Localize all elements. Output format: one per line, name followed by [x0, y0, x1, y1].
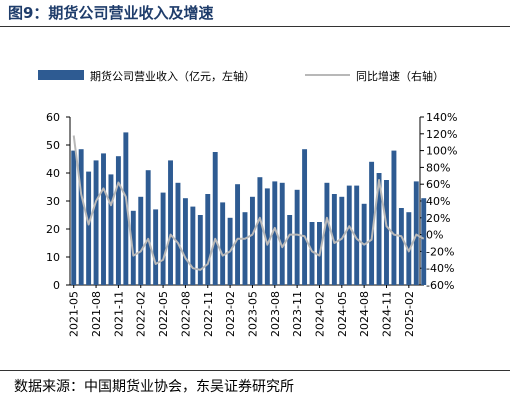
bar	[257, 177, 263, 285]
bar	[279, 182, 285, 285]
bar	[160, 192, 166, 285]
bar	[190, 206, 196, 285]
legend-line-label: 同比增速（右轴）	[356, 69, 444, 83]
bar-series	[71, 132, 427, 285]
x-axis-tick-label: 2023-02	[224, 291, 237, 337]
bar	[339, 196, 345, 285]
bar	[406, 212, 412, 285]
bar	[108, 174, 114, 285]
left-axis-tick-label: 30	[46, 195, 60, 208]
bar	[294, 189, 300, 285]
tick-labels: 0 10 20 30 40 50 60 -60% -40% -20% 0% 20% 40% 60% 80% 1…	[46, 111, 457, 337]
right-axis-tick-label: 140%	[426, 111, 457, 124]
chart: 期货公司营业收入（亿元，左轴） 同比增速（右轴） 0 10 20 30 40 50 60 -6…	[38, 69, 457, 337]
bar	[71, 150, 77, 285]
bar	[354, 185, 360, 285]
line-series	[72, 135, 425, 271]
bar	[78, 149, 84, 285]
left-axis-tick-label: 10	[46, 251, 60, 264]
bar	[182, 198, 188, 285]
x-axis-tick-label: 2024-02	[313, 291, 326, 337]
x-axis-tick-label: 2024-11	[380, 291, 393, 337]
x-axis-tick-label: 2022-08	[179, 291, 192, 337]
x-axis-tick-label: 2023-08	[269, 291, 282, 337]
bar	[421, 198, 427, 285]
bar	[123, 132, 129, 285]
x-axis-tick-label: 2022-11	[202, 291, 215, 337]
x-axis-tick-label: 2025-02	[403, 291, 416, 337]
bar	[413, 181, 419, 285]
right-axis-tick-label: 40%	[426, 195, 450, 208]
bar	[205, 194, 211, 285]
bar	[302, 149, 308, 285]
bar	[235, 184, 241, 285]
right-axis-tick-label: -20%	[426, 245, 454, 258]
left-axis-tick-label: 50	[46, 139, 60, 152]
legend-bar-label: 期货公司营业收入（亿元，左轴）	[90, 69, 255, 83]
x-axis-tick-label: 2021-08	[90, 291, 103, 337]
right-axis-tick-label: 0%	[426, 229, 443, 242]
bar	[346, 185, 352, 285]
right-axis-tick-label: 60%	[426, 178, 450, 191]
bar	[168, 160, 173, 285]
bar	[212, 152, 218, 285]
top-rule	[0, 26, 510, 27]
source-note: 数据来源：中国期货业协会，东吴证券研究所	[14, 379, 294, 395]
right-axis-tick-label: 20%	[426, 212, 450, 225]
left-axis-tick-label: 60	[46, 111, 60, 124]
bar	[391, 150, 397, 285]
x-axis-tick-label: 2021-05	[68, 291, 81, 337]
bar	[101, 153, 106, 285]
bar	[86, 171, 92, 285]
bar	[115, 156, 121, 285]
x-axis-tick-label: 2022-05	[157, 291, 170, 337]
legend-bar-swatch	[38, 70, 84, 80]
bar	[242, 212, 248, 285]
bar	[197, 215, 203, 285]
left-axis-tick-label: 20	[46, 223, 60, 236]
bar	[369, 161, 375, 285]
bar	[220, 202, 226, 285]
x-axis-tick-label: 2021-11	[112, 291, 125, 337]
bar	[324, 182, 330, 285]
right-axis-tick-label: -60%	[426, 279, 454, 292]
figure-title: 图9：期货公司营业收入及增速	[8, 4, 214, 22]
bar	[264, 188, 270, 285]
right-axis-tick-label: -40%	[426, 262, 454, 275]
bar	[384, 180, 389, 285]
bar	[145, 170, 151, 285]
bar	[153, 209, 159, 285]
x-axis-tick-label: 2023-05	[246, 291, 259, 337]
growth-line	[72, 135, 425, 271]
right-axis-tick-label: 100%	[426, 145, 457, 158]
x-axis-tick-label: 2022-02	[135, 291, 148, 337]
left-axis-tick-label: 0	[53, 279, 60, 292]
x-axis-tick-label: 2024-05	[336, 291, 349, 337]
bar	[398, 208, 404, 285]
right-axis-tick-label: 120%	[426, 128, 457, 141]
left-axis-tick-label: 40	[46, 167, 60, 180]
bar	[287, 215, 293, 285]
x-axis-tick-label: 2024-08	[358, 291, 371, 337]
bar	[249, 196, 255, 285]
x-axis-tick-label: 2023-11	[291, 291, 304, 337]
legend: 期货公司营业收入（亿元，左轴） 同比增速（右轴）	[38, 69, 444, 83]
bar	[138, 196, 144, 285]
right-axis-tick-label: 80%	[426, 161, 450, 174]
bar	[376, 173, 382, 285]
bottom-rule	[0, 370, 510, 371]
bar	[272, 181, 278, 285]
bar	[309, 222, 315, 285]
bar	[93, 160, 99, 285]
bar	[175, 182, 181, 285]
